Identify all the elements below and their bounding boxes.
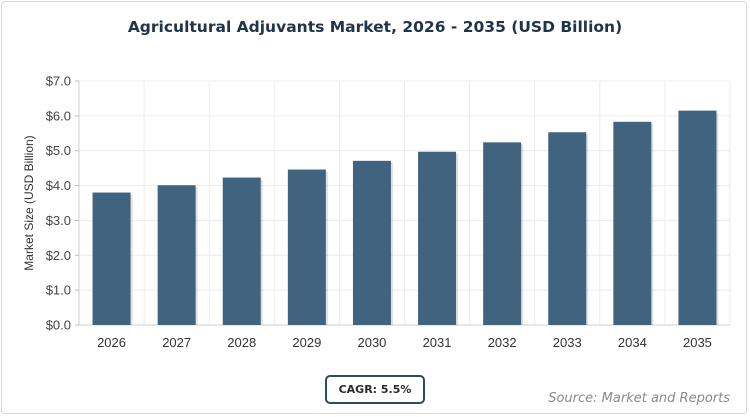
y-tick-label: $0.0 — [46, 318, 71, 333]
bar-2029 — [287, 169, 326, 325]
y-tick-label: $5.0 — [46, 143, 71, 158]
y-tick-label: $6.0 — [46, 108, 71, 123]
bar-2028 — [222, 177, 261, 325]
bar-2027 — [157, 185, 196, 325]
x-tick-label: 2032 — [488, 335, 517, 350]
y-tick-label: $3.0 — [46, 213, 71, 228]
bar-2034 — [613, 121, 652, 325]
x-tick-label: 2031 — [423, 335, 452, 350]
y-axis-label: Market Size (USD Billion) — [22, 135, 36, 270]
source-note: Source: Market and Reports — [548, 391, 730, 406]
cagr-badge: CAGR: 5.5% — [325, 375, 425, 404]
chart-title: Agricultural Adjuvants Market, 2026 - 20… — [127, 18, 623, 36]
x-tick-label: 2033 — [553, 335, 582, 350]
x-tick-label: 2026 — [97, 335, 126, 350]
y-tick-label: $2.0 — [46, 248, 71, 263]
x-tick-label: 2027 — [162, 335, 191, 350]
bar-2026 — [92, 192, 131, 325]
y-tick-label: $4.0 — [46, 178, 71, 193]
y-tick-label: $7.0 — [46, 74, 71, 89]
x-tick-label: 2028 — [227, 335, 256, 350]
x-tick-label: 2029 — [292, 335, 321, 350]
x-tick-label: 2034 — [618, 335, 647, 350]
x-tick-label: 2035 — [683, 335, 712, 350]
bar-2033 — [548, 132, 587, 325]
bar-2035 — [678, 110, 717, 325]
y-tick-label: $1.0 — [46, 283, 71, 298]
bar-2030 — [352, 160, 391, 325]
bar-2032 — [483, 142, 522, 325]
x-tick-label: 2030 — [357, 335, 386, 350]
bar-2031 — [418, 151, 457, 325]
